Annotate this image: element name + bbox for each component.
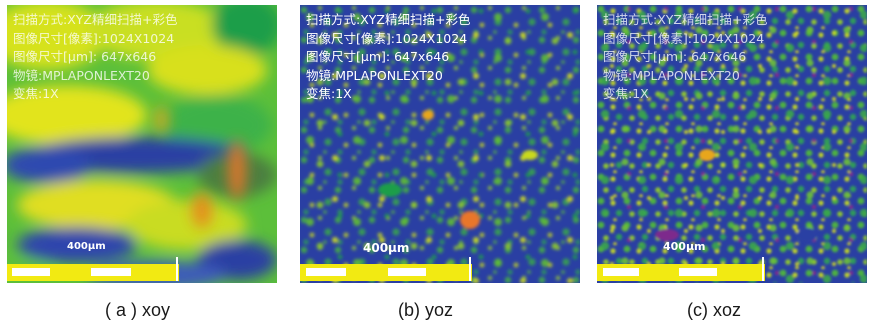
micrograph-panel-yoz: 扫描方式:XYZ精细扫描+彩色 图像尺寸[像素]:1024X1024 图像尺寸[… xyxy=(300,5,580,283)
caption-yoz: (b) yoz xyxy=(398,300,454,320)
info-scan-mode: 扫描方式:XYZ精细扫描+彩色 xyxy=(306,12,471,27)
info-scan-mode: 扫描方式:XYZ精细扫描+彩色 xyxy=(603,12,768,27)
info-objective: 物镜:MPLAPONLEXT20 xyxy=(306,67,443,83)
acquisition-info: 扫描方式:XYZ精细扫描+彩色 图像尺寸[像素]:1024X1024 图像尺寸[… xyxy=(603,11,767,104)
info-objective: 物镜:MPLAPONLEXT20 xyxy=(603,67,740,83)
scale-bar-label: 400μm xyxy=(67,241,106,252)
info-image-size-um: 图像尺寸[μm]: 647x646 xyxy=(13,49,157,65)
info-zoom: 变焦:1X xyxy=(13,86,59,102)
caption-xoy: ( a ) xoy xyxy=(105,300,171,320)
height-map-yoz xyxy=(300,5,580,283)
info-zoom: 变焦:1X xyxy=(603,86,649,102)
info-scan-mode: 扫描方式:XYZ精细扫描+彩色 xyxy=(13,12,178,27)
acquisition-info: 扫描方式:XYZ精细扫描+彩色 图像尺寸[像素]:1024X1024 图像尺寸[… xyxy=(306,11,470,104)
caption-xoz: (c) xoz xyxy=(687,300,741,320)
micrograph-panel-xoz: 扫描方式:XYZ精细扫描+彩色 图像尺寸[像素]:1024X1024 图像尺寸[… xyxy=(597,5,867,283)
info-objective: 物镜:MPLAPONLEXT20 xyxy=(13,67,150,83)
info-zoom: 变焦:1X xyxy=(306,86,352,102)
scale-bar-label: 400μm xyxy=(663,240,706,253)
info-image-size-um: 图像尺寸[μm]: 647x646 xyxy=(603,49,747,65)
info-image-size-um: 图像尺寸[μm]: 647x646 xyxy=(306,49,450,65)
info-image-size-px: 图像尺寸[像素]:1024X1024 xyxy=(603,30,765,46)
height-map-xoz xyxy=(597,5,867,283)
scale-bar-label: 400μm xyxy=(363,241,410,255)
info-image-size-px: 图像尺寸[像素]:1024X1024 xyxy=(13,30,175,46)
acquisition-info: 扫描方式:XYZ精细扫描+彩色 图像尺寸[像素]:1024X1024 图像尺寸[… xyxy=(13,11,177,104)
height-map-xoy xyxy=(7,5,277,283)
info-image-size-px: 图像尺寸[像素]:1024X1024 xyxy=(306,30,468,46)
micrograph-panel-xoy: 扫描方式:XYZ精细扫描+彩色 图像尺寸[像素]:1024X1024 图像尺寸[… xyxy=(7,5,277,283)
